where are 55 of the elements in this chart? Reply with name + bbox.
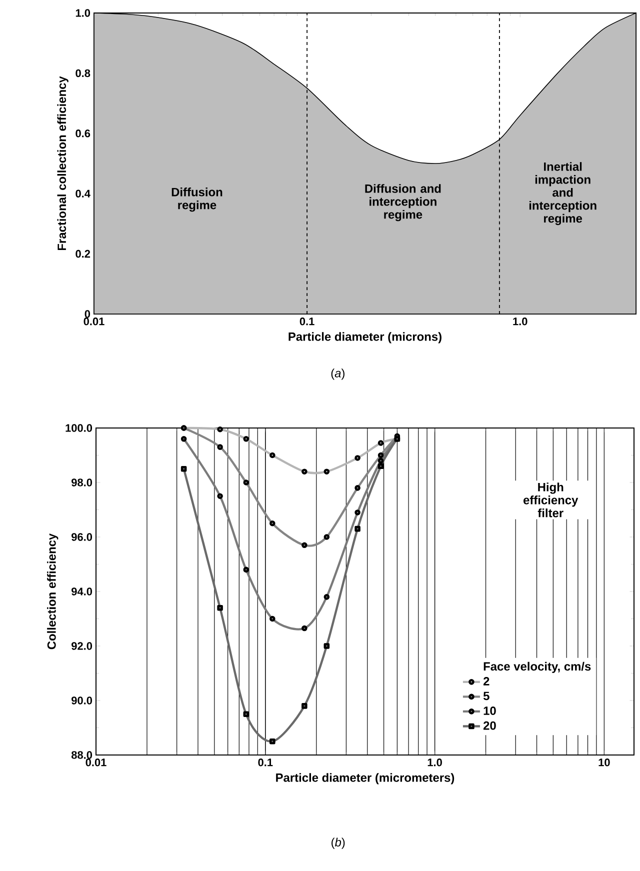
- point: [217, 493, 223, 500]
- y-tick-label: 90.0: [72, 696, 92, 704]
- text: (b): [332, 838, 345, 849]
- point: [270, 452, 276, 458]
- annotation: High efficiency filter: [524, 482, 578, 518]
- point: [243, 480, 250, 486]
- x-tick-label: 1.0: [428, 758, 442, 766]
- point: [217, 604, 223, 611]
- y-tick-label: 0: [84, 310, 90, 318]
- annotation: Inertial impaction and interception regime: [529, 162, 596, 226]
- legend-label: 20: [483, 721, 496, 730]
- y-tick-label: 0.2: [76, 250, 90, 258]
- point: [243, 566, 250, 573]
- point: [243, 436, 250, 442]
- point: [270, 520, 276, 526]
- point: [378, 452, 384, 458]
- y-tick-label: 94.0: [72, 588, 92, 596]
- x-tick-label: 0.01: [86, 758, 106, 766]
- y-tick-label: 0.8: [76, 69, 90, 78]
- x-tick-label: 10: [598, 758, 610, 766]
- y-axis-title: Fractional collection efficiency: [57, 76, 68, 250]
- point: [324, 468, 330, 474]
- point: [378, 458, 384, 464]
- point: [324, 594, 330, 600]
- x-tick-label: 0.1: [300, 318, 314, 326]
- point: [378, 463, 384, 470]
- y-tick-label: 98.0: [72, 478, 92, 486]
- annotation: Diffusion regime: [172, 188, 222, 212]
- x-tick-label: 0.1: [258, 758, 273, 766]
- legend-title: Face velocity, cm/s: [484, 662, 591, 674]
- legend-label: 2: [483, 677, 490, 686]
- point: [270, 738, 276, 744]
- x-axis-title: Particle diameter (micrometers): [276, 773, 454, 784]
- y-tick-label: 0.6: [76, 130, 90, 138]
- point: [378, 440, 384, 446]
- annotation: Diffusion and interception regime: [365, 184, 441, 222]
- text: (a): [331, 368, 344, 380]
- point: [243, 711, 250, 718]
- y-tick-label: 88.0: [71, 751, 92, 759]
- point: [217, 426, 223, 432]
- x-axis-title: Particle diameter (microns): [288, 332, 442, 344]
- y-tick-label: 1.0: [76, 9, 90, 17]
- point: [217, 444, 223, 450]
- y-axis-title: Collection efficiency: [47, 533, 58, 650]
- legend-label: 10: [484, 706, 496, 715]
- y-tick-label: 96.0: [72, 533, 92, 541]
- x-tick-label: 0.01: [84, 318, 104, 326]
- y-tick-label: 0.4: [76, 190, 90, 198]
- point: [270, 616, 276, 622]
- point: [324, 534, 330, 540]
- x-tick-label: 1.0: [513, 318, 528, 326]
- point: [324, 643, 330, 649]
- legend-label: 5: [483, 692, 490, 700]
- y-tick-label: 92.0: [72, 642, 92, 650]
- y-tick-label: 100.0: [66, 424, 92, 432]
